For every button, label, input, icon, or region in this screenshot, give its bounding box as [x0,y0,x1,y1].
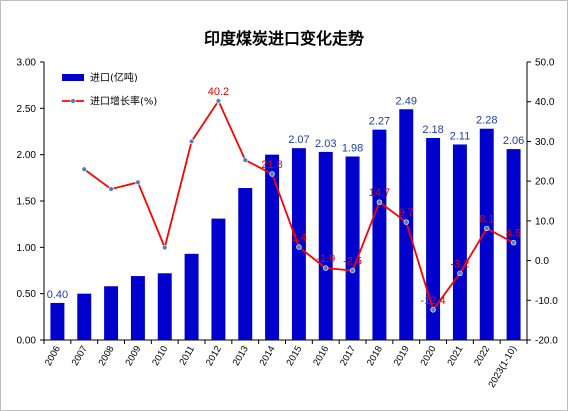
bar-data-label: 2.07 [288,134,309,146]
x-tick-label: 2021 [445,344,465,368]
x-tick-label: 2013 [231,344,251,368]
x-tick-label: 2009 [123,344,143,368]
line-point [403,219,409,225]
y-left-tick-label: 0.50 [17,289,37,300]
line-data-label: 8.1 [479,213,494,225]
line-point [242,157,248,163]
line-point [484,225,490,232]
bar [345,156,360,340]
line-point [349,267,356,274]
legend-label-line: 进口增长率(%) [90,95,157,108]
line-data-label: -2.5 [343,256,362,268]
y-left-tick-label: 0.00 [17,336,37,347]
x-tick-label: 2011 [177,344,197,367]
line-point [135,179,141,186]
bar [452,144,467,340]
bar [77,293,92,340]
line-point [510,240,517,246]
line-point [188,138,195,145]
y-right-tick-label: 30.0 [535,137,555,148]
chart-title: 印度煤炭进口变化走势 [203,29,364,48]
legend-swatch-marker [70,98,76,104]
line-data-label: -12.4 [421,295,446,307]
bar [426,137,441,340]
y-left-tick-label: 3.00 [17,58,37,69]
line-point [296,244,302,250]
line-point [457,270,463,276]
x-tick-label: 2007 [70,344,90,368]
y-right-tick-label: 50.0 [535,58,555,69]
bar-data-label: 0.40 [47,289,68,301]
bar-data-label: 2.49 [396,95,417,107]
x-tick-label: 2016 [311,344,331,368]
y-right-tick-label: -10.0 [535,296,558,307]
bar [50,302,65,340]
x-tick-label: 2017 [338,344,358,368]
bar-data-label: 1.98 [342,143,363,155]
bar [318,151,333,340]
line-point [162,244,168,251]
line-point [376,199,383,205]
y-left-tick-label: 1.00 [17,243,37,254]
x-tick-label: 2020 [419,344,439,368]
bar-data-label: 2.03 [315,138,336,150]
line-point [323,265,329,271]
legend-swatch-bar [62,74,84,81]
line-data-label: 21.8 [261,159,282,171]
line-data-label: 40.2 [208,86,229,98]
bar [238,188,253,340]
bar-data-label: 2.11 [450,130,471,142]
line-point [108,186,114,192]
y-right-tick-label: 40.0 [535,97,555,108]
bar [130,276,145,340]
line-point [269,171,275,177]
line-point [430,307,436,313]
bar-data-label: 2.18 [422,124,443,136]
y-left-tick-label: 1.50 [17,197,37,208]
x-tick-label: 2008 [97,344,117,368]
bar [104,286,119,340]
x-tick-label: 2015 [284,344,304,368]
bar [372,129,387,340]
x-tick-label: 2010 [150,344,170,368]
bar-data-label: 2.28 [476,115,497,127]
x-tick-label: 2019 [392,344,412,368]
line-data-label: 9.7 [399,207,414,219]
y-right-tick-label: 10.0 [535,216,555,227]
bar [157,273,172,340]
y-left-tick-label: 2.00 [17,150,37,161]
legend-label-bar: 进口(亿吨) [90,71,138,84]
line-point [81,166,87,172]
line-data-label: 3.4 [291,232,306,244]
y-right-tick-label: 20.0 [535,177,555,188]
bar [291,148,306,340]
line-data-label: 14.7 [369,187,390,199]
x-tick-label: 2018 [365,344,385,368]
y-right-tick-label: -20.0 [535,336,558,347]
x-tick-label: 2012 [204,344,224,368]
x-tick-label: 2006 [43,344,63,368]
line-point [215,98,222,104]
bar [211,218,226,340]
line-data-label: -3.2 [450,258,469,270]
bar [265,154,280,340]
bar [184,253,199,340]
y-left-tick-label: 2.50 [17,104,37,115]
line-data-label: 4.5 [506,228,521,240]
y-right-tick-label: 0.0 [535,256,549,267]
x-tick-label: 2022 [472,344,492,368]
x-tick-label: 2014 [258,344,278,368]
bar-data-label: 2.06 [503,135,524,147]
bar-data-label: 2.27 [369,116,390,128]
bar [479,128,494,340]
line-data-label: -1.9 [316,253,335,265]
